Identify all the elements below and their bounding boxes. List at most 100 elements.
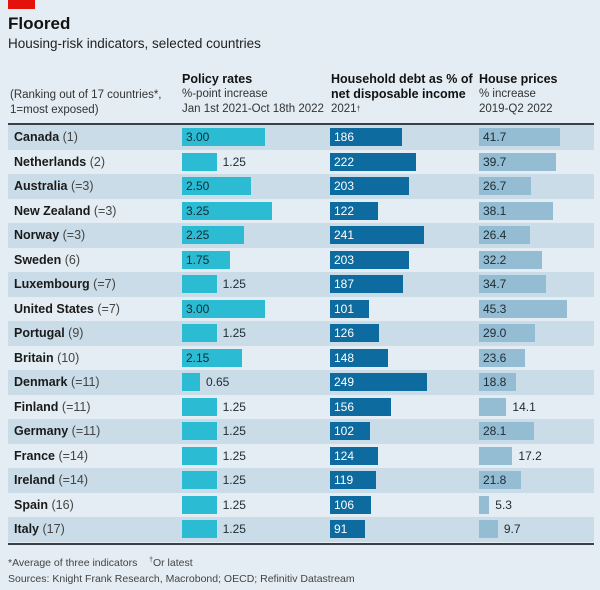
policy-bar: [182, 299, 266, 318]
country-label: Norway (=3): [14, 228, 85, 242]
dagger-mark: †: [356, 106, 361, 113]
debt-bar: [330, 397, 391, 416]
debt-bar: [330, 128, 403, 146]
debt-value-label: 122: [334, 203, 355, 218]
country-label: Spain (16): [14, 498, 74, 512]
house-bar: [479, 177, 531, 195]
country-label: Sweden (6): [14, 253, 80, 267]
footnote: *Average of three indicators †Or latest: [8, 557, 193, 569]
house-value-label: 28.1: [483, 424, 507, 438]
house-value-label: 26.7: [483, 179, 507, 193]
policy-bar: [182, 348, 242, 367]
house-bar: [479, 397, 507, 416]
house-bar: [479, 422, 534, 440]
country-label: Britain (10): [14, 351, 79, 365]
policy-value-label: 1.25: [222, 522, 246, 536]
table-row: Spain (16) 1.25 106 5.3: [8, 493, 594, 518]
rank-header-line2: 1=most exposed): [10, 104, 99, 116]
house-header-line2: 2019-Q2 2022: [479, 103, 553, 115]
policy-header-line2: Jan 1st 2021-Oct 18th 2022: [182, 103, 324, 115]
country-name: Britain: [14, 350, 58, 365]
country-name: France: [14, 448, 59, 463]
debt-value-label: 203: [334, 179, 355, 193]
house-bar: [479, 324, 536, 342]
debt-value-label: 119: [334, 473, 354, 487]
policy-value-label: 2.50: [186, 179, 210, 193]
house-value-label: 34.7: [483, 277, 507, 291]
table-row: Portugal (9) 1.25 126 29.0: [8, 321, 594, 346]
debt-value-label: 222: [334, 154, 355, 169]
policy-bar: [182, 177, 252, 195]
debt-header-line1-wrap: 2021†: [331, 102, 481, 117]
table-row: Italy (17) 1.25 91 9.7: [8, 517, 594, 542]
table-row: Canada (1) 3.00 186 41.7: [8, 125, 594, 150]
policy-bar: [182, 250, 231, 269]
country-rank: (=11): [71, 424, 101, 438]
policy-value-label: 1.25: [222, 497, 246, 512]
house-value-label: 18.8: [483, 375, 507, 389]
country-label: Netherlands (2): [14, 155, 105, 169]
country-rank: (10): [57, 350, 80, 365]
country-rank: (6): [64, 252, 80, 267]
house-value-label: 17.2: [518, 448, 542, 463]
country-name: Germany: [14, 424, 72, 438]
debt-value-label: 187: [334, 277, 355, 291]
policy-bar: [182, 128, 266, 146]
country-rank: (9): [68, 326, 84, 340]
debt-value-label: 148: [334, 350, 355, 365]
country-name: Finland: [14, 399, 62, 414]
country-label: Denmark (=11): [14, 375, 100, 389]
country-label: Finland (=11): [14, 400, 91, 414]
house-bar: [479, 250, 542, 269]
debt-bar: [330, 226, 424, 244]
debt-value-label: 101: [334, 301, 355, 316]
house-header-title: House prices: [479, 72, 558, 86]
debt-value-label: 91: [334, 522, 348, 536]
debt-header-title2: net disposable income: [331, 87, 466, 101]
footnote-average: *Average of three indicators: [8, 557, 138, 569]
table-top-rule: [8, 123, 594, 125]
country-name: Australia: [14, 179, 71, 193]
table-row: New Zealand (=3) 3.25 122 38.1: [8, 199, 594, 224]
house-bar: [479, 446, 513, 465]
house-value-label: 23.6: [483, 350, 507, 365]
debt-value-label: 126: [334, 326, 355, 340]
policy-header-title: Policy rates: [182, 72, 253, 86]
house-value-label: 14.1: [512, 399, 536, 414]
debt-bar: [330, 471, 377, 489]
rank-column-header: (Ranking out of 17 countries*, 1=most ex…: [10, 88, 175, 118]
country-rank: (=7): [93, 277, 116, 291]
sources: Sources: Knight Frank Research, Macrobon…: [8, 573, 355, 585]
house-bar: [479, 520, 498, 538]
country-name: Denmark: [14, 375, 71, 389]
table-row: Denmark (=11) 0.65 249 18.8: [8, 370, 594, 395]
policy-value-label: 1.25: [222, 448, 246, 463]
house-value-label: 38.1: [483, 203, 507, 218]
house-value-label: 26.4: [483, 228, 507, 242]
table-row: Netherlands (2) 1.25 222 39.7: [8, 150, 594, 175]
country-name: Canada: [14, 130, 63, 144]
house-bar: [479, 471, 522, 489]
house-bar: [479, 152, 557, 171]
debt-value-label: 186: [334, 130, 355, 144]
debt-bar: [330, 495, 372, 514]
footnote-or-latest: Or latest: [152, 557, 193, 569]
policy-value-label: 2.25: [186, 228, 210, 242]
house-bar: [479, 348, 525, 367]
policy-value-label: 1.25: [222, 326, 246, 340]
debt-value-label: 124: [334, 448, 355, 463]
policy-value-label: 3.00: [186, 301, 210, 316]
policy-header-line1: %-point increase: [182, 88, 268, 100]
policy-value-label: 3.25: [186, 203, 210, 218]
policy-value-label: 2.15: [186, 350, 210, 365]
debt-value-label: 203: [334, 252, 355, 267]
table-bottom-rule: [8, 543, 594, 545]
house-bar: [479, 201, 553, 220]
policy-value-label: 3.00: [186, 130, 210, 144]
house-value-label: 45.3: [483, 301, 507, 316]
country-rank: (17): [42, 522, 65, 536]
house-bar: [479, 299, 567, 318]
policy-bar: [182, 275, 217, 293]
debt-value-label: 249: [334, 375, 355, 389]
country-label: Italy (17): [14, 522, 65, 536]
